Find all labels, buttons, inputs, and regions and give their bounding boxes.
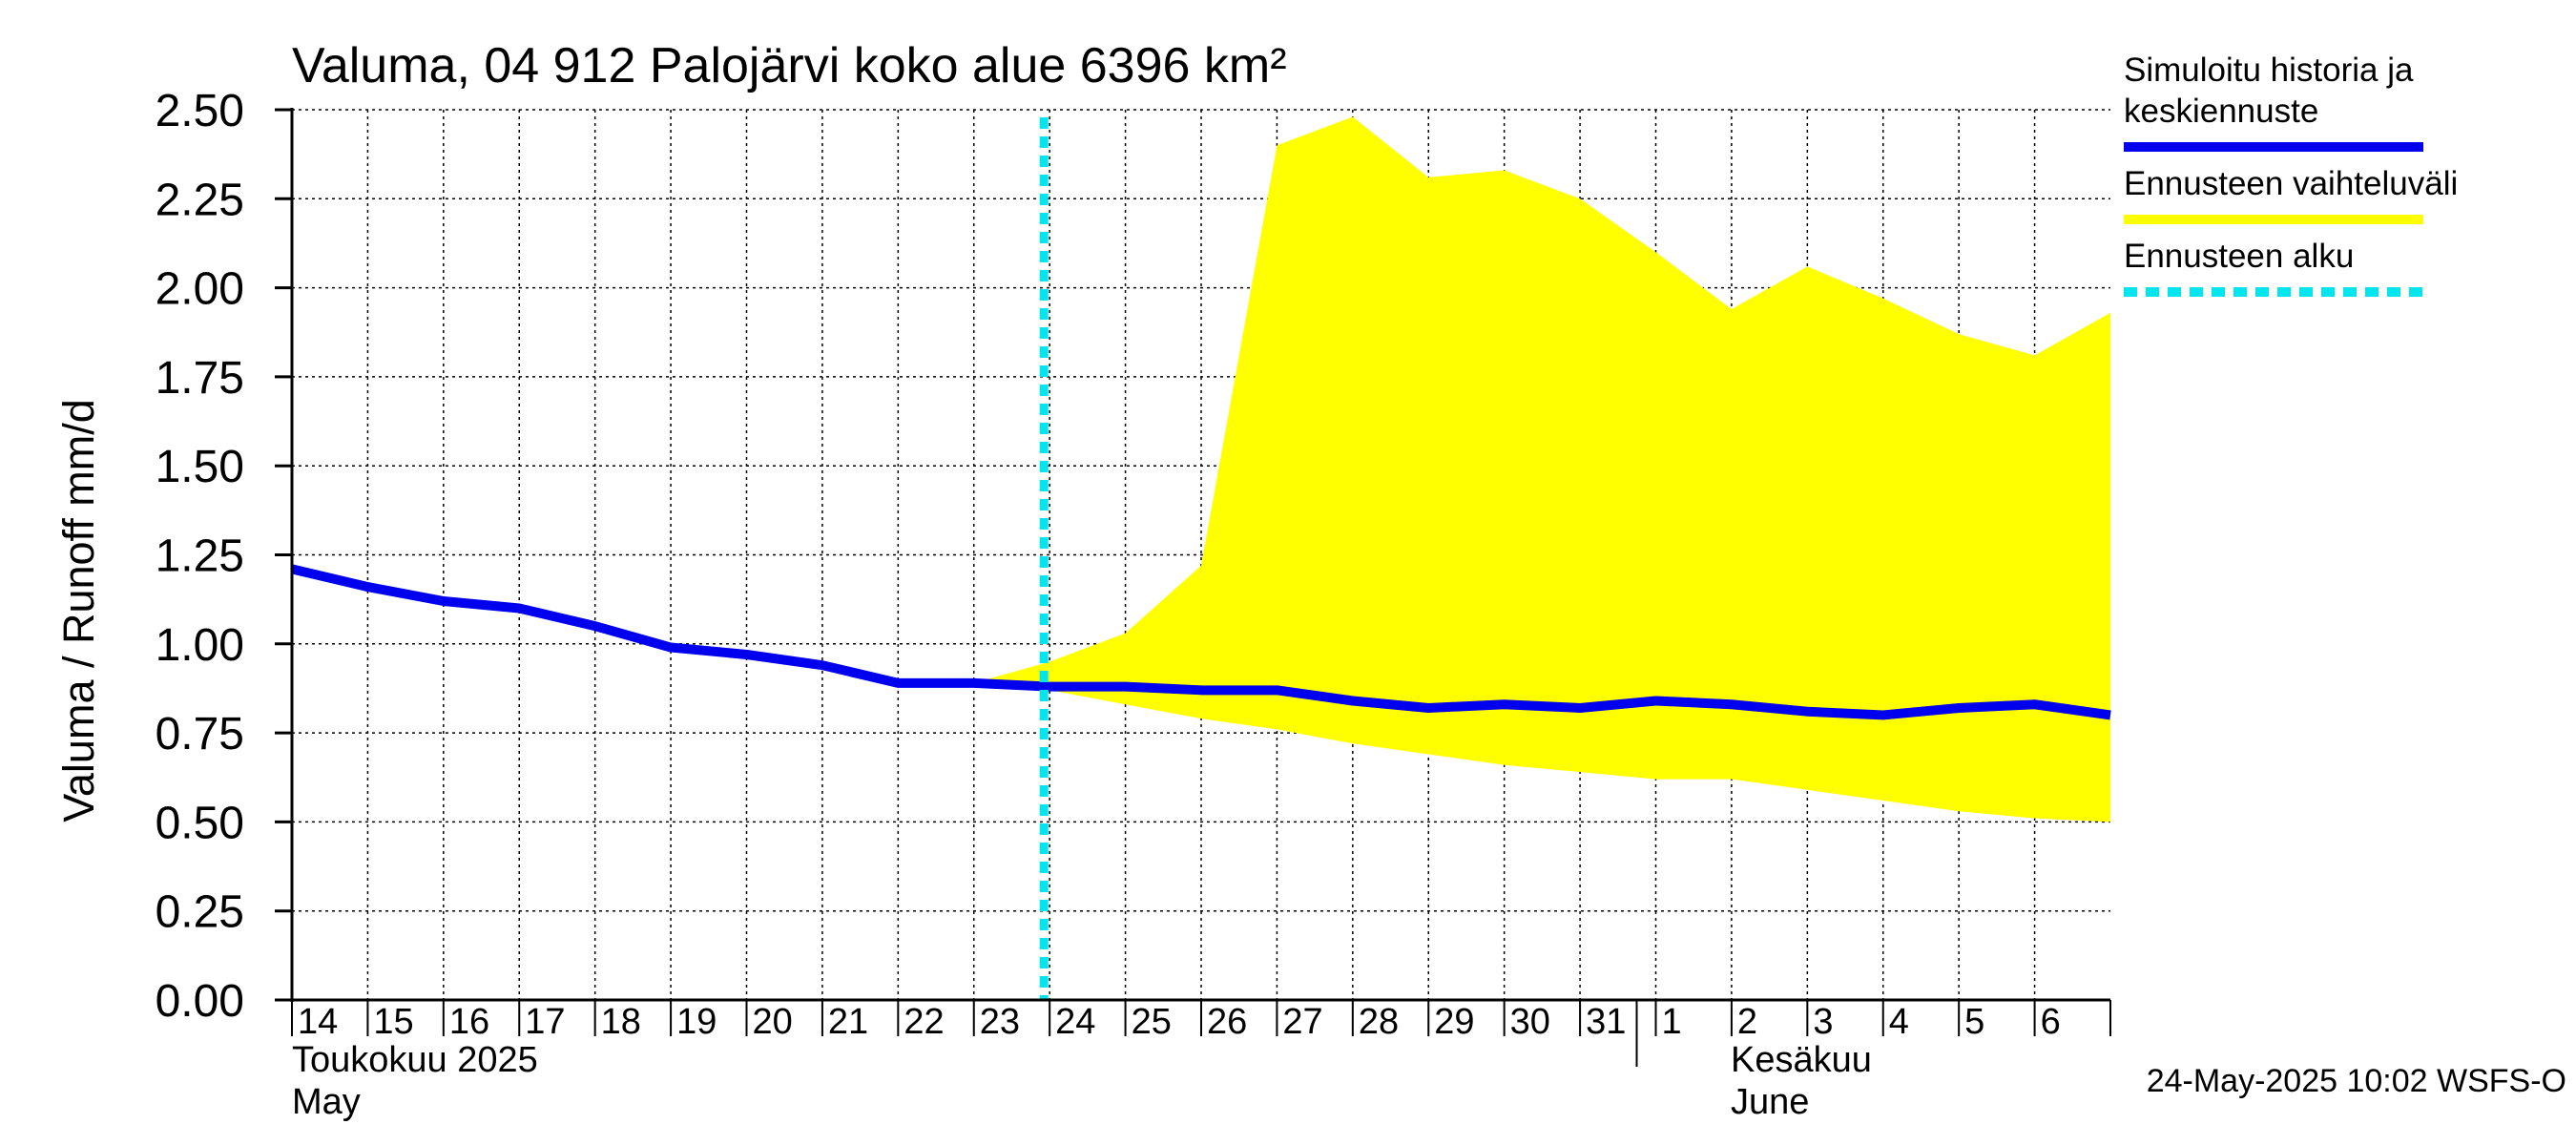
month-label-may-fi: Toukokuu 2025 (292, 1040, 538, 1080)
x-tick-label-21: 21 (828, 1002, 868, 1042)
axes (275, 108, 2111, 1067)
y-tick-label-6: 1.50 (156, 442, 244, 492)
x-tick-label-27: 27 (1282, 1002, 1322, 1042)
x-tick-label-22: 22 (904, 1002, 944, 1042)
x-tick-label-15: 15 (373, 1002, 413, 1042)
forecast-range-area (973, 116, 2110, 822)
series-layer (290, 564, 2111, 720)
y-tick-label-7: 1.75 (156, 353, 244, 404)
chart-title: Valuma, 04 912 Palojärvi koko alue 6396 … (292, 38, 1287, 94)
x-tick-label-16: 16 (449, 1002, 489, 1042)
x-tick-label-14: 14 (298, 1002, 338, 1042)
month-label-may-en: May (292, 1082, 361, 1122)
y-tick-label-10: 2.50 (156, 86, 244, 136)
legend-label-0-0: Simuloitu historia ja (2124, 52, 2414, 89)
x-tick-label-31: 31 (1586, 1002, 1626, 1042)
y-tick-label-8: 2.00 (156, 264, 244, 315)
y-tick-labels: 0.00 0.25 0.50 0.75 1.00 1.25 1.50 1.75 2.00 2.25… (156, 86, 244, 1027)
legend-label-1-0: Ennusteen vaihteluväli (2124, 165, 2458, 202)
x-tick-label-19: 19 (676, 1002, 717, 1042)
x-tick-labels: 14 15 16 17 18 19 20 21 22 23 24 25 26 27 28 29 30 31 1 2 3 4… (298, 1002, 2061, 1042)
x-tick-label-2: 2 (1737, 1002, 1757, 1042)
x-tick-label-18: 18 (601, 1002, 641, 1042)
timestamp-footer: 24-May-2025 10:02 WSFS-O (2147, 1063, 2566, 1099)
y-axis-label: Valuma / Runoff mm/d (54, 399, 103, 822)
x-tick-label-20: 20 (753, 1002, 793, 1042)
x-tick-label-17: 17 (525, 1002, 565, 1042)
y-tick-label-2: 0.50 (156, 798, 244, 848)
y-tick-label-3: 0.75 (156, 709, 244, 760)
y-tick-label-4: 1.00 (156, 620, 244, 671)
y-tick-label-5: 1.25 (156, 531, 244, 582)
y-tick-label-1: 0.25 (156, 887, 244, 938)
y-tick-label-0: 0.00 (156, 976, 244, 1027)
y-tick-label-9: 2.25 (156, 175, 244, 225)
month-label-june-en: June (1731, 1082, 1809, 1122)
x-tick-label-28: 28 (1359, 1002, 1399, 1042)
legend: Simuloitu historia ja keskiennuste Ennuste… (2124, 52, 2458, 297)
x-tick-label-29: 29 (1434, 1002, 1474, 1042)
x-tick-label-26: 26 (1207, 1002, 1247, 1042)
x-tick-label-30: 30 (1510, 1002, 1550, 1042)
x-tick-label-23: 23 (980, 1002, 1020, 1042)
x-tick-label-3: 3 (1813, 1002, 1833, 1042)
month-labels: Toukokuu 2025 May Kesäkuu June (292, 1040, 1872, 1122)
x-tick-label-1: 1 (1662, 1002, 1682, 1042)
x-tick-label-25: 25 (1132, 1002, 1172, 1042)
x-tick-label-24: 24 (1055, 1002, 1095, 1042)
x-tick-label-4: 4 (1889, 1002, 1909, 1042)
month-label-june-fi: Kesäkuu (1731, 1040, 1872, 1080)
legend-label-2-0: Ennusteen alku (2124, 238, 2354, 275)
legend-label-0-1: keskiennuste (2124, 93, 2318, 130)
series-line-median-forecast (290, 564, 2111, 720)
x-tick-label-5: 5 (1964, 1002, 1984, 1042)
forecast-range-band (973, 116, 2110, 822)
x-tick-label-6: 6 (2041, 1002, 2061, 1042)
